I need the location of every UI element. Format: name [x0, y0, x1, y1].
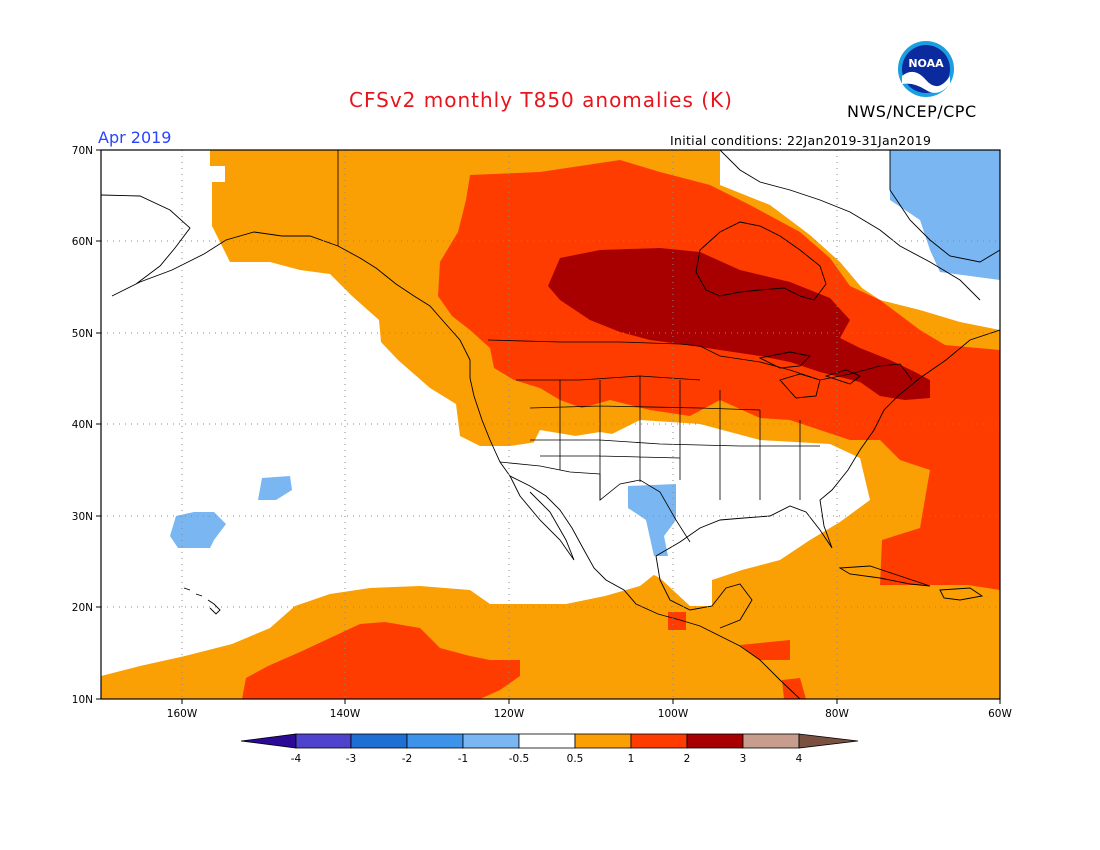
anomaly-region-red-pacific [242, 622, 520, 699]
coastlines [101, 150, 1000, 699]
anomaly-region-blue-texas-mexico [628, 484, 676, 556]
lon-label: 80W [825, 708, 849, 720]
colorbar-tick-label: 0.5 [567, 753, 584, 765]
anomaly-fields [101, 150, 1000, 699]
noaa-logo-text: NOAA [908, 57, 944, 70]
colorbar-segment [574, 733, 632, 749]
political-borders [337, 150, 913, 543]
colorbar-segment [406, 733, 464, 749]
colorbar-segment [798, 733, 859, 749]
colorbar-segment [630, 733, 688, 749]
anomaly-region-blue-mid-pacific-1 [170, 512, 226, 548]
baja-california [509, 475, 575, 561]
north-america-west-coast [443, 321, 801, 699]
colorbar-segment [686, 733, 744, 749]
us-state-grid [516, 375, 820, 500]
greenland-coast [889, 150, 1000, 263]
agency-label: NWS/NCEP/CPC [847, 102, 977, 121]
us-mexico-border [499, 461, 691, 543]
lat-label: 70N [72, 145, 93, 157]
colorbar-tick-label: 2 [684, 753, 691, 765]
valid-month-label: Apr 2019 [98, 128, 172, 147]
lon-label: 100W [658, 708, 689, 720]
arctic-islands-coast [719, 150, 981, 301]
lat-label: 30N [72, 511, 93, 523]
colorbar [240, 733, 859, 749]
anomaly-region-darkred [548, 248, 930, 400]
colorbar-segment [240, 733, 297, 749]
lon-label: 120W [494, 708, 525, 720]
anomaly-region-blue-north-atlantic [890, 150, 1000, 280]
colorbar-segment [350, 733, 408, 749]
colorbar-tick-label: 4 [796, 753, 803, 765]
gulf-coast [655, 329, 1000, 557]
lon-label: 60W [988, 708, 1012, 720]
lon-label: 160W [167, 708, 198, 720]
hawaii-outline [183, 587, 221, 615]
map-title: CFSv2 monthly T850 anomalies (K) [349, 88, 733, 112]
colorbar-tick-label: -3 [346, 753, 356, 765]
colorbar-ticks: -4 -3 -2 -1 -0.5 0.5 1 2 3 4 [291, 753, 803, 765]
colorbar-segment [295, 733, 352, 749]
mexico-gulf-coast [655, 555, 753, 629]
hudson-bay-coast [695, 221, 827, 301]
colorbar-tick-label: 1 [628, 753, 635, 765]
lat-axis: 70N 60N 50N 40N 30N 20N 10N [72, 145, 101, 706]
lat-label: 10N [72, 694, 93, 706]
hispaniola-outline [939, 587, 984, 601]
colorbar-segment [462, 733, 520, 749]
colorbar-segment [518, 733, 576, 749]
lat-label: 60N [72, 236, 93, 248]
initial-conditions-label: Initial conditions: 22Jan2019-31Jan2019 [670, 133, 932, 148]
colorbar-tick-label: -4 [291, 753, 302, 765]
us-canada-border [487, 339, 913, 381]
lat-label: 50N [72, 328, 93, 340]
colorbar-tick-label: -0.5 [509, 753, 530, 765]
noaa-logo-icon: NOAA [898, 41, 954, 97]
colorbar-tick-label: 3 [740, 753, 747, 765]
anomaly-region-blue-mid-pacific-2 [258, 476, 292, 500]
colorbar-segment [742, 733, 800, 749]
alaska-coastline [101, 194, 445, 323]
cuba-outline [838, 565, 931, 587]
lon-axis: 160W 140W 120W 100W 80W 60W [167, 699, 1012, 720]
lon-label: 140W [330, 708, 361, 720]
colorbar-tick-label: -1 [458, 753, 468, 765]
colorbar-tick-label: -2 [402, 753, 412, 765]
anomaly-region-neutral-south [500, 420, 870, 606]
lat-label: 40N [72, 419, 93, 431]
lat-label: 20N [72, 602, 93, 614]
